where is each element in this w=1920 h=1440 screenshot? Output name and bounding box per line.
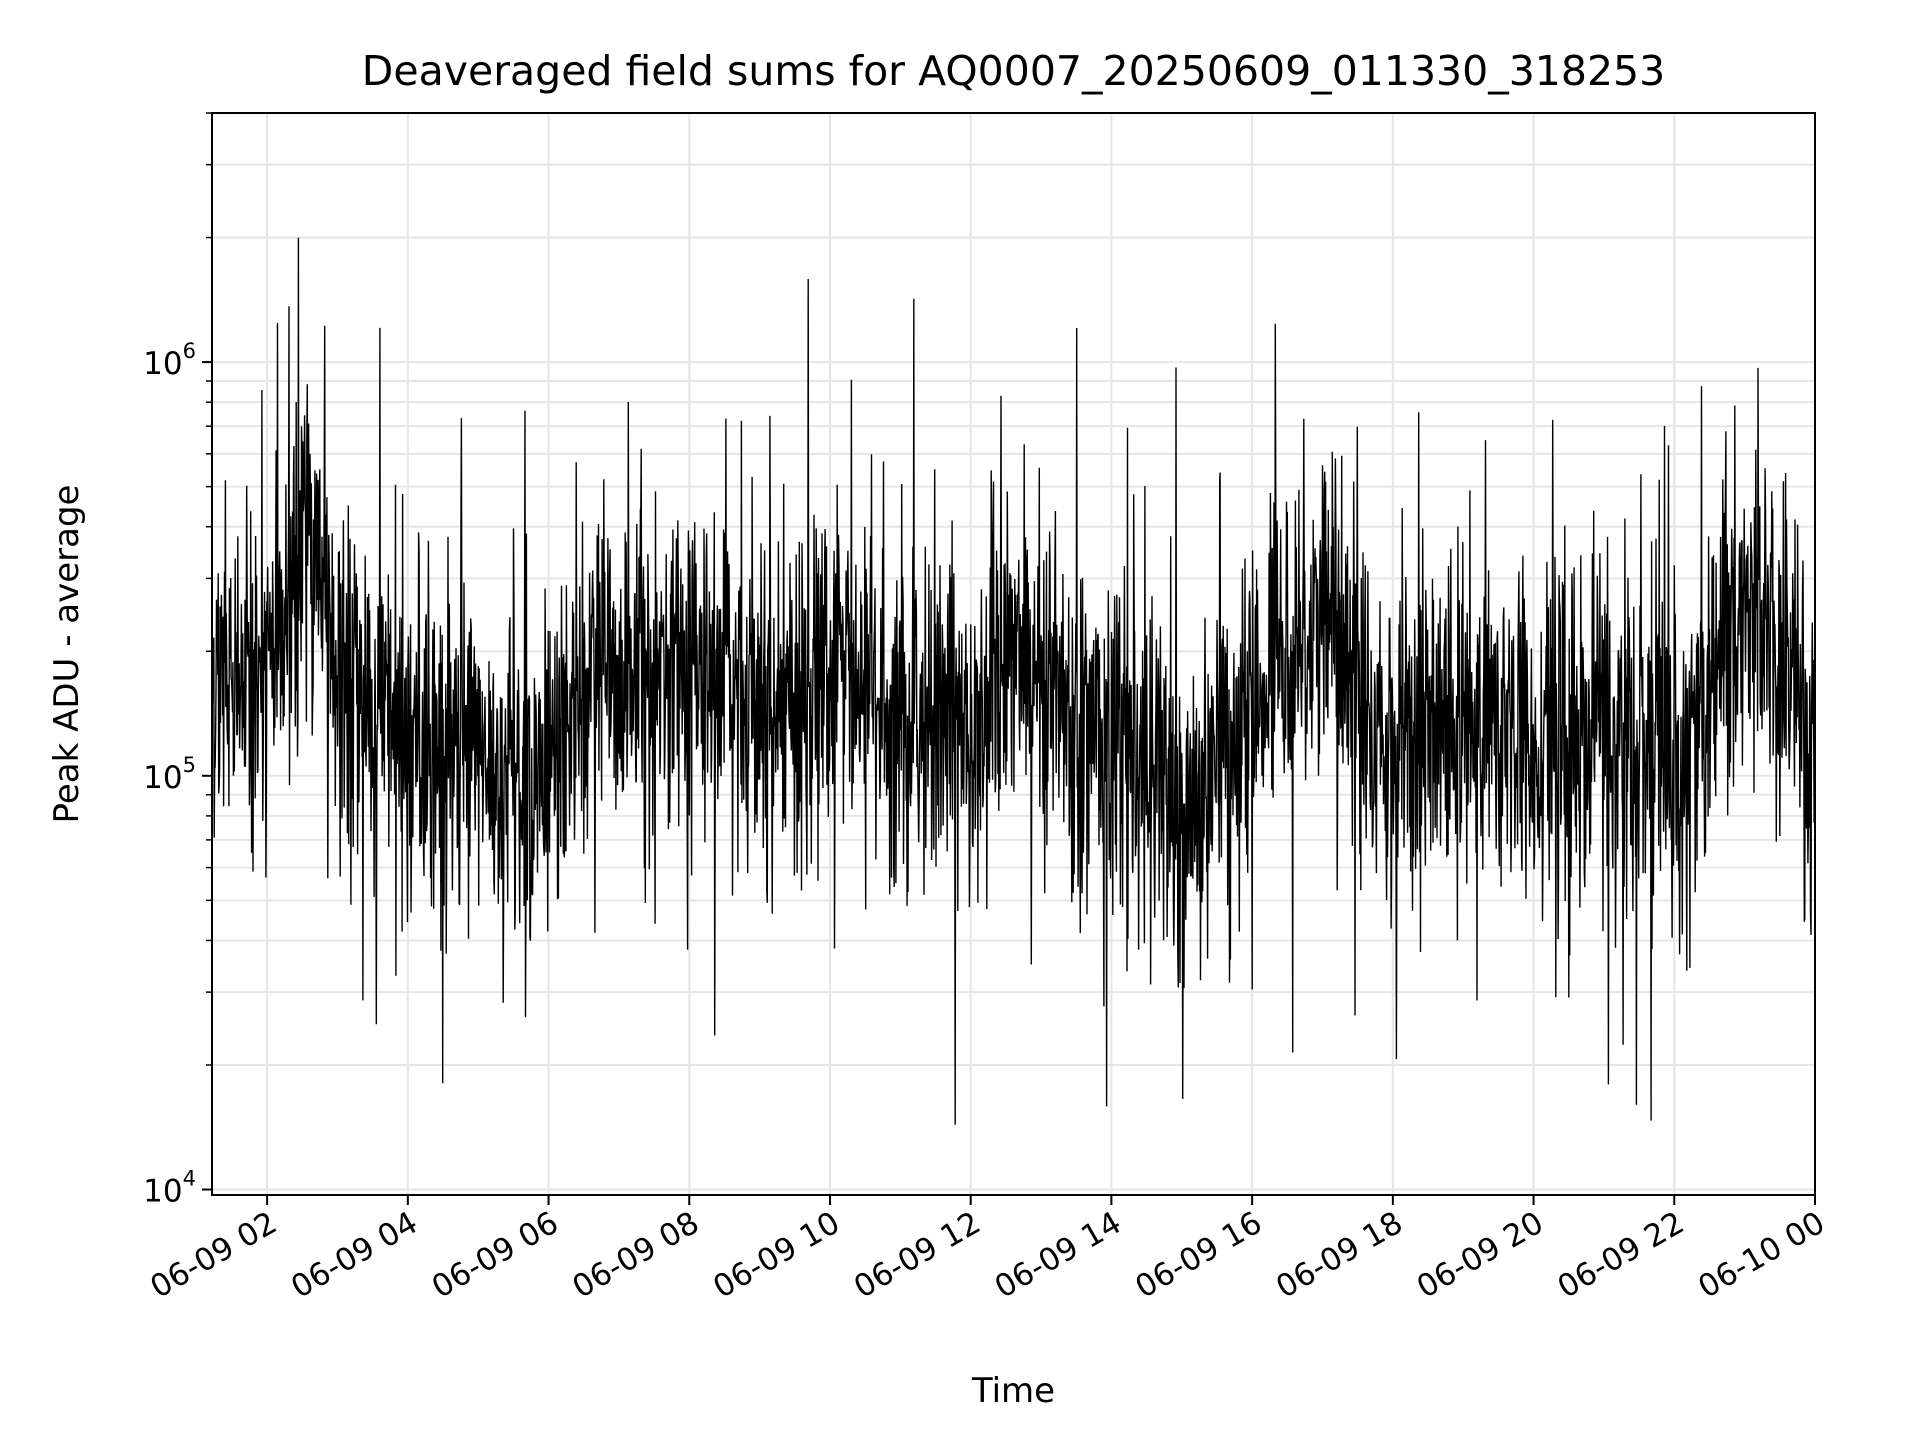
series-line [211, 237, 1816, 1125]
x-axis-label: Time [971, 1371, 1055, 1411]
y-tick-label: 104 [143, 1167, 196, 1210]
plot-area [211, 237, 1816, 1125]
y-axis: 104 105 106 [143, 112, 212, 1210]
y-tick-label: 105 [143, 753, 196, 796]
chart-title: Deaveraged field sums for AQ0007_2025060… [362, 47, 1665, 95]
y-tick-label: 106 [143, 339, 196, 382]
axes-frame [211, 112, 1816, 1196]
y-axis-label: Peak ADU - average [47, 485, 87, 824]
